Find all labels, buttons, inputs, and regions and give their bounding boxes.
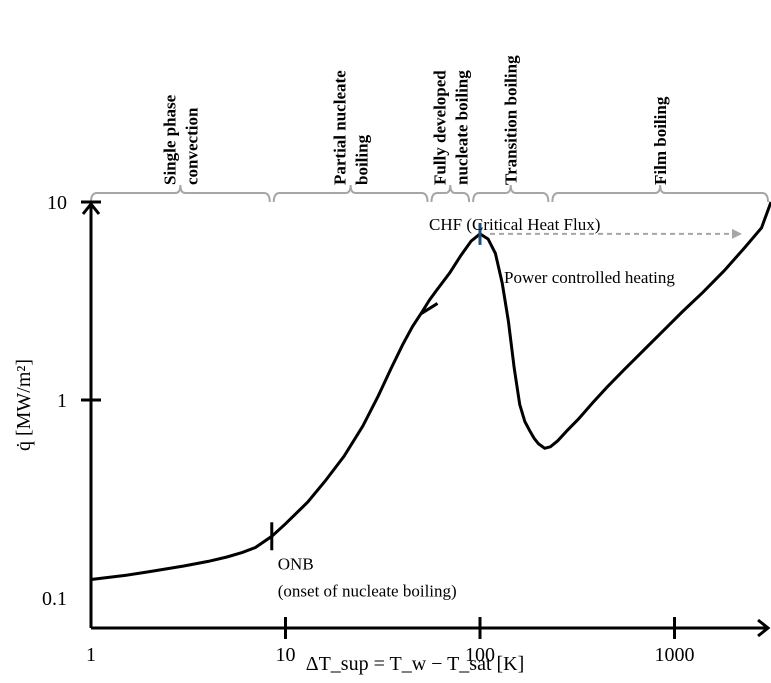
y-tick-label: 1	[57, 390, 67, 412]
regime-braces	[90, 184, 769, 203]
x-axis-arrowhead	[757, 618, 771, 638]
regime-label: convection	[182, 107, 201, 185]
regime-label: Film boiling	[651, 96, 670, 185]
annotations: ONB (onset of nucleate boiling) CHF (Criti…	[278, 215, 601, 600]
x-tick-label: 10	[276, 644, 296, 666]
x-tick-label: 1	[86, 644, 96, 666]
regime-label: Partial nucleate	[331, 70, 350, 185]
regime-brace	[430, 184, 471, 203]
regime-brace	[551, 184, 769, 203]
x-tick-label: 1000	[655, 644, 695, 666]
nucleate-transition-marker	[420, 302, 439, 315]
x-ticks: 1 10 100 1000	[86, 617, 695, 666]
regime-label: Transition boiling	[502, 55, 521, 185]
power-controlled-label: Power controlled heating	[504, 268, 675, 287]
onb-label: ONB	[278, 554, 314, 573]
y-axis-title: q̇ [MW/m²]	[13, 359, 35, 451]
regime-label: Single phase	[160, 94, 179, 185]
y-tick-label: 0.1	[42, 588, 67, 610]
regime-labels: Single phase convection Partial nucleate bo…	[160, 55, 670, 185]
curve-markers	[270, 222, 482, 551]
x-axis-title: ΔT_sup = T_w − T_sat [K]	[306, 653, 525, 675]
y-ticks: 0.1 1 10	[42, 192, 101, 610]
axes	[81, 201, 771, 638]
y-axis-arrowhead	[81, 201, 101, 215]
regime-label: boiling	[353, 134, 372, 185]
regime-label: Fully developed	[430, 70, 449, 185]
chf-label: CHF (Critical Heat Flux)	[429, 215, 600, 234]
onb-sublabel: (onset of nucleate boiling)	[278, 581, 457, 600]
regime-brace	[272, 184, 429, 203]
arrow-head	[732, 228, 742, 239]
x-tick-label: 100	[465, 644, 495, 666]
power-controlled-arrow: Power controlled heating	[490, 228, 742, 287]
regime-label: nucleate boiling	[452, 70, 471, 185]
y-tick-label: 10	[47, 192, 67, 214]
regime-brace	[90, 184, 271, 203]
regime-brace	[472, 184, 550, 203]
boiling-curve-line	[90, 201, 771, 581]
